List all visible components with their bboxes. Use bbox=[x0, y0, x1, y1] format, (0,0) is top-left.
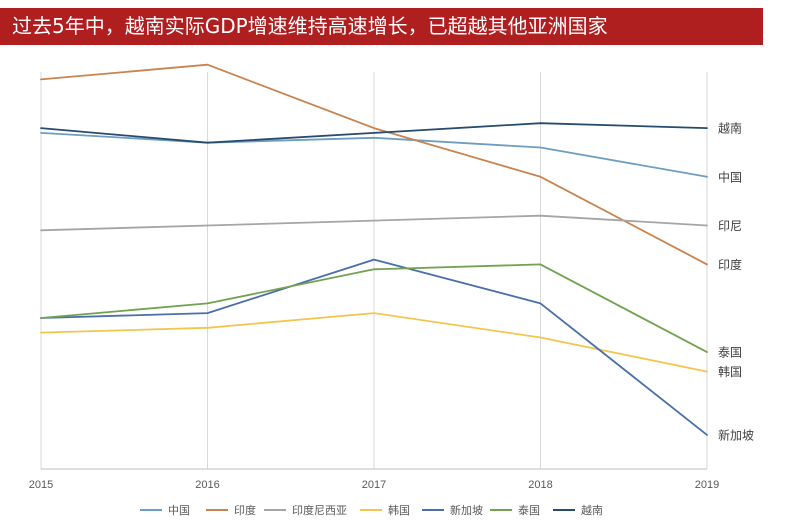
x-tick-label-2019: 2019 bbox=[695, 479, 719, 491]
x-tick-label-2016: 2016 bbox=[195, 479, 219, 491]
series-end-label-4: 新加坡 bbox=[718, 427, 754, 442]
legend-swatch bbox=[264, 509, 286, 511]
legend-label: 印度 bbox=[234, 504, 256, 517]
legend-item-0: 中国 bbox=[140, 500, 190, 520]
series-line-6 bbox=[40, 122, 708, 144]
legend-item-3: 韩国 bbox=[360, 500, 410, 520]
x-tick-label-2017: 2017 bbox=[362, 479, 386, 491]
legend-swatch bbox=[553, 509, 575, 511]
chart-title: 过去5年中，越南实际GDP增速维持高速增长，已超越其他亚洲国家 bbox=[12, 14, 608, 38]
series-line-4 bbox=[40, 258, 708, 436]
legend-swatch bbox=[206, 509, 228, 511]
series-line-1 bbox=[40, 63, 708, 266]
series-end-label-2: 印尼 bbox=[718, 219, 742, 233]
series-end-label-3: 韩国 bbox=[718, 364, 742, 379]
legend-label: 越南 bbox=[581, 504, 603, 517]
series-end-label-1: 印度 bbox=[718, 257, 742, 272]
series-end-label-5: 泰国 bbox=[718, 346, 742, 360]
legend-item-4: 新加坡 bbox=[422, 500, 483, 520]
legend-label: 印度尼西亚 bbox=[292, 504, 347, 517]
legend-item-5: 泰国 bbox=[490, 500, 540, 520]
series-end-label-0: 中国 bbox=[718, 169, 742, 184]
legend-item-6: 越南 bbox=[553, 500, 603, 520]
legend-label: 泰国 bbox=[518, 504, 540, 517]
legend-label: 中国 bbox=[168, 504, 190, 517]
legend-swatch bbox=[490, 509, 512, 511]
chart-legend: 中国 印度 印度尼西亚 韩国 新加坡 泰国 越南 bbox=[0, 500, 800, 522]
legend-swatch bbox=[360, 509, 382, 511]
legend-label: 韩国 bbox=[388, 504, 410, 517]
legend-item-1: 印度 bbox=[206, 500, 256, 520]
legend-label: 新加坡 bbox=[450, 504, 483, 517]
x-tick-label-2018: 2018 bbox=[528, 479, 552, 491]
legend-swatch bbox=[140, 509, 162, 511]
x-tick-label-2015: 2015 bbox=[29, 479, 53, 491]
series-end-label-6: 越南 bbox=[718, 121, 742, 136]
series-line-3 bbox=[40, 312, 708, 373]
title-banner: 过去5年中，越南实际GDP增速维持高速增长，已超越其他亚洲国家 bbox=[0, 8, 763, 45]
legend-item-2: 印度尼西亚 bbox=[264, 500, 347, 520]
legend-swatch bbox=[422, 509, 444, 511]
